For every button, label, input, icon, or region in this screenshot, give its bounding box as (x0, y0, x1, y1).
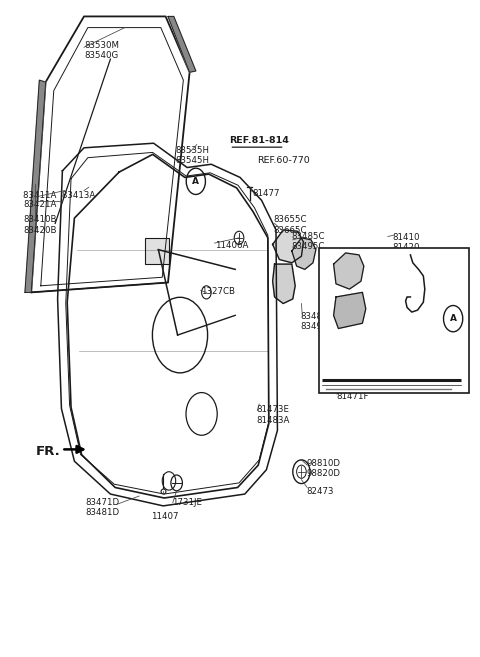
Text: 81410
81420: 81410 81420 (393, 233, 420, 252)
Text: 83530M
83540G: 83530M 83540G (84, 41, 119, 60)
Polygon shape (334, 292, 366, 328)
Polygon shape (168, 16, 196, 72)
Text: 81491F: 81491F (366, 371, 398, 380)
Text: 11406A: 11406A (215, 241, 248, 250)
Text: FR.: FR. (36, 445, 61, 458)
Text: 83411A  83413A: 83411A 83413A (23, 191, 96, 200)
Text: 83655C
83665C: 83655C 83665C (274, 215, 307, 235)
Text: A: A (192, 177, 199, 186)
Text: 83485C
83495C: 83485C 83495C (292, 232, 325, 252)
Text: 11407: 11407 (151, 512, 179, 521)
Polygon shape (25, 80, 46, 292)
Text: A: A (450, 314, 456, 323)
Text: 1327CB: 1327CB (201, 287, 235, 296)
Text: 83535H
83545H: 83535H 83545H (175, 146, 209, 166)
Polygon shape (292, 238, 316, 269)
FancyBboxPatch shape (145, 238, 169, 264)
Text: 98810D
98820D: 98810D 98820D (306, 459, 340, 478)
Text: 83484
83494X: 83484 83494X (300, 312, 334, 332)
Text: 1731JE: 1731JE (172, 498, 202, 507)
Text: 81446: 81446 (406, 269, 433, 279)
Text: REF.60-770: REF.60-770 (257, 156, 310, 166)
Text: 81477: 81477 (252, 189, 279, 198)
Text: 82473: 82473 (306, 487, 334, 497)
Polygon shape (273, 264, 295, 304)
Text: 81471F: 81471F (336, 392, 369, 401)
Polygon shape (273, 230, 303, 263)
Text: 83421A: 83421A (23, 200, 57, 210)
Text: REF.81-814: REF.81-814 (229, 136, 289, 145)
Text: 83471D
83481D: 83471D 83481D (85, 498, 120, 518)
FancyBboxPatch shape (319, 248, 469, 393)
Text: 82486L
82496R: 82486L 82496R (335, 262, 369, 282)
Text: 81473E
81483A: 81473E 81483A (256, 405, 290, 425)
Polygon shape (334, 253, 364, 289)
Text: 83410B
83420B: 83410B 83420B (23, 215, 57, 235)
